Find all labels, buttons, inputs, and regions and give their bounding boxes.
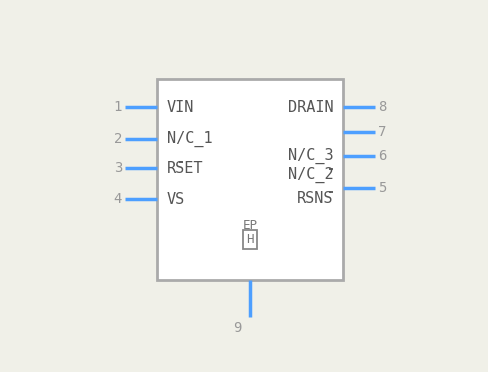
Text: H: H xyxy=(246,233,254,246)
Text: N/C_2: N/C_2 xyxy=(287,167,333,183)
Text: 4: 4 xyxy=(114,192,122,206)
Bar xyxy=(157,79,343,279)
Text: 9: 9 xyxy=(233,321,242,335)
Text: VS: VS xyxy=(167,192,185,207)
Text: N/C_1: N/C_1 xyxy=(167,131,213,147)
Text: DRAIN: DRAIN xyxy=(287,100,333,115)
Text: RSET: RSET xyxy=(167,161,203,176)
Text: 7: 7 xyxy=(378,125,386,139)
Text: 5: 5 xyxy=(378,181,386,195)
Text: 6: 6 xyxy=(378,149,386,163)
Text: RSNS: RSNS xyxy=(297,191,333,206)
Text: 3: 3 xyxy=(114,161,122,175)
Text: N/C_3: N/C_3 xyxy=(287,148,333,164)
Text: VIN: VIN xyxy=(167,100,194,115)
Text: 1: 1 xyxy=(114,100,122,114)
Text: 8: 8 xyxy=(378,100,386,114)
Text: EP: EP xyxy=(243,219,258,232)
Text: 2: 2 xyxy=(114,132,122,146)
